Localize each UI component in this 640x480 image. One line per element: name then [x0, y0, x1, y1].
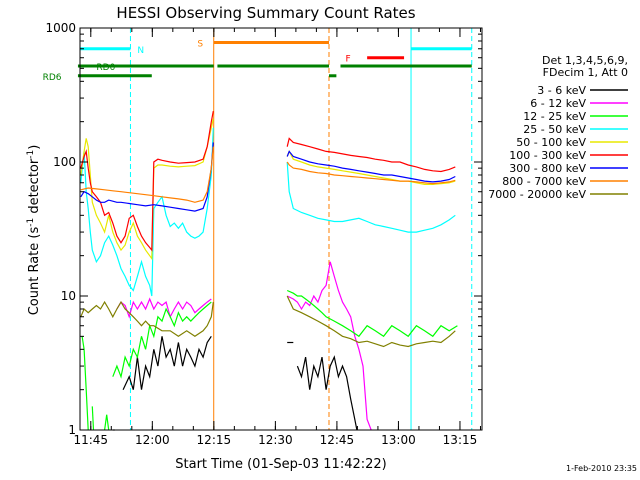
- x-tick-label: 13:00: [381, 433, 416, 447]
- plot-frame: [79, 27, 483, 431]
- y-tick-label: 10: [61, 289, 76, 303]
- chart-title: HESSI Observing Summary Count Rates: [116, 4, 415, 22]
- flag-label: RD6: [43, 73, 62, 83]
- flag-label: F: [346, 55, 351, 65]
- legend-entry-label: 7000 - 20000 keV: [488, 188, 586, 201]
- x-tick-label: 12:45: [320, 433, 355, 447]
- series-line: [116, 297, 212, 319]
- y-axis-label-part: -1: [26, 150, 36, 159]
- flag-label: RD0: [96, 63, 115, 73]
- legend-entry-label: 100 - 300 keV: [509, 149, 586, 162]
- legend-entry-label: 25 - 50 keV: [523, 123, 586, 136]
- x-tick-label: 12:15: [197, 433, 232, 447]
- y-axis-label-part: detector: [27, 158, 42, 218]
- x-axis: 11:45 12:00 12:15 12:30 12:45 13:00 13:15: [73, 28, 481, 447]
- legend: Det 1,3,4,5,6,9,FDecim 1, Att 0 3 - 6 keV…: [488, 54, 628, 201]
- legend-entry-label: 50 - 100 keV: [516, 136, 586, 149]
- series-line: [91, 406, 95, 431]
- y-axis-label-part: -1: [26, 218, 36, 227]
- plot-area: N S F RD0 RD6: [43, 27, 483, 431]
- y-tick-label: 100: [53, 155, 76, 169]
- legend-header: Det 1,3,4,5,6,9,: [542, 54, 628, 67]
- y-axis: 1 10 100 1000: [45, 21, 482, 437]
- x-axis-label: Start Time (01-Sep-03 11:42:22): [175, 457, 386, 472]
- y-tick-label: 1000: [45, 21, 76, 35]
- legend-entry-label: 3 - 6 keV: [537, 84, 586, 97]
- series-line: [80, 118, 214, 261]
- legend-entry-label: 300 - 800 keV: [509, 162, 586, 175]
- series-line: [122, 335, 212, 390]
- series-line: [296, 355, 358, 431]
- legend-header: FDecim 1, Att 0: [543, 66, 628, 79]
- y-axis-label: Count Rate (s-1 detector-1): [26, 145, 42, 316]
- series-line: [286, 161, 456, 185]
- flag-label: S: [197, 39, 203, 49]
- series-line: [112, 301, 212, 379]
- series-line: [286, 149, 456, 185]
- x-tick-label: 11:45: [73, 433, 108, 447]
- series-line: [80, 142, 214, 212]
- x-tick-label: 12:30: [258, 433, 293, 447]
- series-line: [286, 150, 456, 183]
- plot-timestamp: 1-Feb-2010 23:35: [566, 464, 637, 473]
- series-line: [286, 289, 458, 338]
- x-tick-label: 13:15: [443, 433, 478, 447]
- series-line: [80, 110, 214, 252]
- legend-entry-label: 800 - 7000 keV: [502, 175, 586, 188]
- y-axis-label-part: ): [27, 145, 42, 150]
- series-line: [80, 146, 214, 203]
- legend-entry-label: 6 - 12 keV: [530, 97, 586, 110]
- y-axis-label-part: Count Rate (s: [27, 227, 42, 316]
- x-tick-label: 12:00: [135, 433, 170, 447]
- series-line: [286, 295, 456, 348]
- series-line: [81, 336, 89, 431]
- series-line: [286, 137, 456, 173]
- series-line: [286, 261, 372, 431]
- series-line: [80, 300, 214, 338]
- series-line: [104, 414, 110, 431]
- series-line: [80, 127, 214, 297]
- flag-label: N: [137, 46, 144, 56]
- y-tick-label: 1: [68, 423, 76, 437]
- series-line: [286, 161, 456, 233]
- legend-entry-label: 12 - 25 keV: [523, 110, 586, 123]
